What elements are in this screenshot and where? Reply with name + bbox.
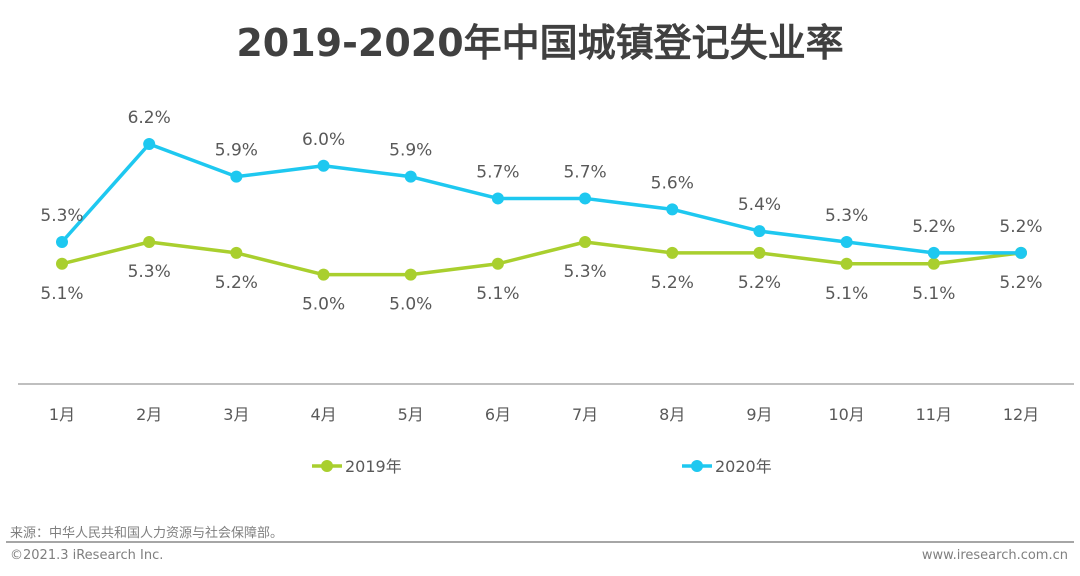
- data-label: 5.1%: [912, 284, 955, 304]
- data-point[interactable]: [666, 246, 679, 259]
- data-point[interactable]: [753, 246, 766, 259]
- data-point[interactable]: [143, 236, 156, 248]
- x-tick-label: 10月: [828, 405, 864, 424]
- data-point[interactable]: [143, 138, 156, 150]
- data-label: 5.2%: [912, 217, 955, 237]
- x-tick-label: 5月: [398, 405, 424, 424]
- data-label: 5.0%: [389, 295, 432, 315]
- legend-label: 2020年: [715, 457, 772, 476]
- data-label: 5.2%: [738, 273, 781, 293]
- data-point[interactable]: [1015, 246, 1027, 259]
- data-label: 6.2%: [128, 108, 171, 128]
- data-label: 5.0%: [302, 295, 345, 315]
- x-tick-labels: 1月 2月 3月 4月 5月 6月 7月 8月 9月 10月 11月 12月: [49, 405, 1039, 424]
- data-point[interactable]: [317, 268, 330, 281]
- data-point[interactable]: [230, 170, 243, 183]
- chart-title: 2019-2020年中国城镇登记失业率: [236, 21, 844, 65]
- data-point[interactable]: [927, 257, 940, 270]
- data-label: 5.7%: [563, 162, 606, 182]
- legend-label: 2019年: [345, 457, 402, 476]
- data-label: 5.1%: [476, 284, 519, 304]
- data-label: 5.9%: [389, 141, 432, 161]
- data-label: 5.4%: [738, 195, 781, 215]
- legend-item[interactable]: 2020年: [682, 457, 772, 476]
- data-label: 5.9%: [215, 141, 258, 161]
- x-tick-label: 7月: [572, 405, 598, 424]
- x-tick-label: 1月: [49, 405, 75, 424]
- legend: 2019年 2020年: [312, 457, 772, 476]
- data-point[interactable]: [840, 257, 853, 270]
- x-tick-label: 8月: [659, 405, 685, 424]
- x-tick-label: 4月: [310, 405, 336, 424]
- series-line: [60, 142, 1021, 255]
- data-label: 5.2%: [215, 273, 258, 293]
- data-point[interactable]: [927, 246, 940, 259]
- legend-marker-icon: [321, 460, 333, 472]
- data-point[interactable]: [753, 225, 766, 238]
- data-point[interactable]: [840, 236, 853, 248]
- data-point[interactable]: [579, 192, 592, 205]
- data-label: 5.6%: [651, 173, 694, 193]
- data-point[interactable]: [404, 268, 417, 281]
- series-2020年: 5.3% 6.2% 5.9% 6.0% 5.9% 5.7% 5.7% 5.6% 5.4% 5.3%…: [40, 108, 1043, 259]
- legend-marker-icon: [691, 460, 703, 472]
- data-point[interactable]: [56, 257, 68, 270]
- data-label: 5.3%: [40, 206, 83, 226]
- legend-item[interactable]: 2019年: [312, 457, 402, 476]
- data-point[interactable]: [491, 257, 504, 270]
- data-label: 5.3%: [825, 206, 868, 226]
- data-label: 6.0%: [302, 130, 345, 150]
- data-label: 5.2%: [651, 273, 694, 293]
- x-tick-label: 9月: [746, 405, 772, 424]
- data-label: 5.2%: [999, 217, 1042, 237]
- line-chart: 1月 2月 3月 4月 5月 6月 7月 8月 9月 10月 11月 12月 5.1% 5.3% 5.2%…: [18, 108, 1074, 476]
- source-note: 来源：中华人民共和国人力资源与社会保障部。: [10, 526, 284, 541]
- data-label: 5.2%: [999, 273, 1042, 293]
- series-2019年: 5.1% 5.3% 5.2% 5.0% 5.0% 5.1% 5.3% 5.2% 5.2% 5.1%…: [40, 236, 1043, 315]
- data-label: 5.3%: [128, 262, 171, 282]
- x-tick-label: 12月: [1003, 405, 1039, 424]
- data-label: 5.7%: [476, 162, 519, 182]
- series-layer: 5.1% 5.3% 5.2% 5.0% 5.0% 5.1% 5.3% 5.2% 5.2% 5.1%…: [40, 108, 1042, 315]
- copyright-text: ©2021.3 iResearch Inc.: [10, 548, 164, 563]
- data-point[interactable]: [491, 192, 504, 205]
- website-link[interactable]: www.iresearch.com.cn: [921, 548, 1068, 563]
- x-tick-label: 3月: [223, 405, 249, 424]
- data-label: 5.3%: [563, 262, 606, 282]
- data-label: 5.1%: [825, 284, 868, 304]
- data-label: 5.1%: [40, 284, 83, 304]
- data-point[interactable]: [230, 246, 243, 259]
- x-tick-label: 11月: [916, 405, 952, 424]
- x-tick-label: 6月: [485, 405, 511, 424]
- data-point[interactable]: [56, 236, 68, 248]
- x-tick-label: 2月: [136, 405, 162, 424]
- data-point[interactable]: [579, 236, 592, 248]
- data-point[interactable]: [317, 159, 330, 172]
- data-point[interactable]: [666, 203, 679, 216]
- footer-divider: [6, 541, 1074, 543]
- series-line: [61, 240, 1022, 277]
- data-point[interactable]: [404, 170, 417, 183]
